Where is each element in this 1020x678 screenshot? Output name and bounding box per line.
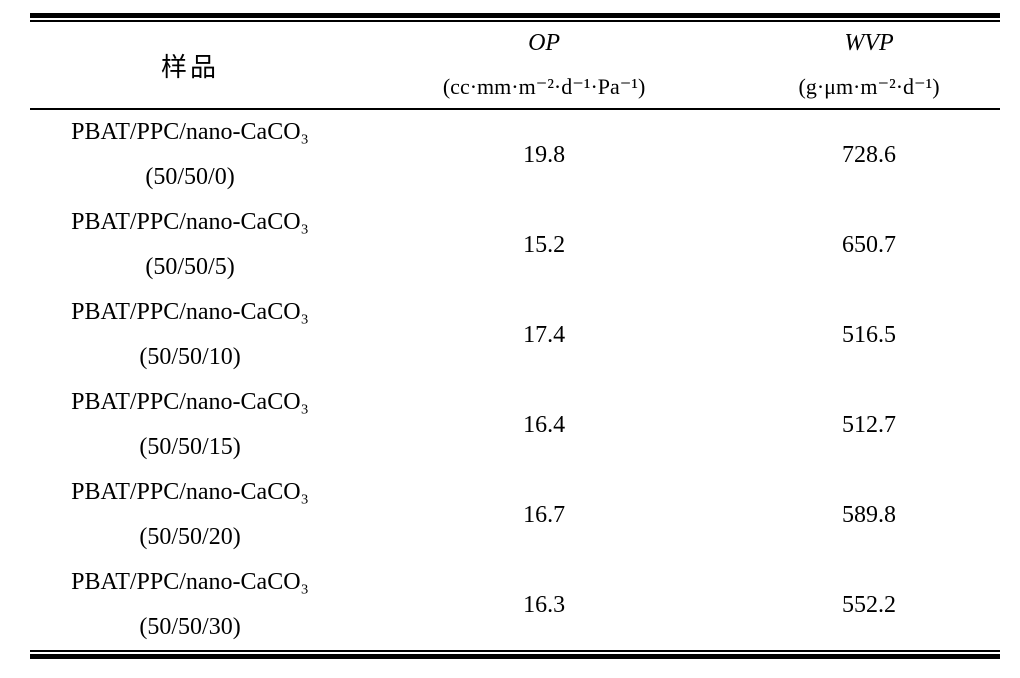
top-rule-thin-line — [30, 20, 1000, 22]
table-row: PBAT/PPC/nano-CaCO₃ (50/50/20) 16.7 589.… — [30, 470, 1000, 560]
wvp-header-label: WVP — [844, 30, 894, 56]
wvp-header-unit: (g·μm·m⁻²·d⁻¹) — [798, 74, 940, 99]
wvp-value: 512.7 — [842, 411, 897, 438]
op-value: 17.4 — [523, 321, 566, 348]
op-value: 16.7 — [523, 501, 566, 528]
op-header-unit: (cc·mm·m⁻²·d⁻¹·Pa⁻¹) — [442, 74, 646, 99]
data-table: 样品 OP (cc·mm·m⁻²·d⁻¹·Pa⁻¹) WVP (g·μm·m⁻²… — [30, 22, 1000, 650]
bottom-rule-thin-line — [30, 650, 1000, 652]
sample-cell: PBAT/PPC/nano-CaCO₃ (50/50/15) — [30, 380, 350, 470]
sample-cell: PBAT/PPC/nano-CaCO₃ (50/50/20) — [30, 470, 350, 560]
op-value: 16.4 — [523, 411, 566, 438]
column-header-sample: 样品 — [30, 22, 351, 110]
sample-header-label: 样品 — [161, 52, 220, 82]
permeability-table: 样品 OP (cc·mm·m⁻²·d⁻¹·Pa⁻¹) WVP (g·μm·m⁻²… — [30, 13, 1000, 659]
header-row: 样品 OP (cc·mm·m⁻²·d⁻¹·Pa⁻¹) WVP (g·μm·m⁻²… — [30, 22, 1000, 110]
sample-name: PBAT/PPC/nano-CaCO₃ — [71, 209, 309, 235]
table-bottom-rule — [30, 650, 1000, 659]
table-row: PBAT/PPC/nano-CaCO₃ (50/50/0) 19.8 728.6 — [30, 109, 1000, 200]
op-value: 19.8 — [523, 141, 566, 168]
sample-ratio: (50/50/0) — [145, 164, 235, 190]
sample-name: PBAT/PPC/nano-CaCO₃ — [71, 479, 309, 505]
sample-name: PBAT/PPC/nano-CaCO₃ — [71, 299, 309, 325]
sample-name: PBAT/PPC/nano-CaCO₃ — [71, 389, 309, 415]
table-row: PBAT/PPC/nano-CaCO₃ (50/50/10) 17.4 516.… — [30, 290, 1000, 380]
table-row: PBAT/PPC/nano-CaCO₃ (50/50/15) 16.4 512.… — [30, 380, 1000, 470]
op-header-label: OP — [528, 30, 561, 56]
wvp-value: 516.5 — [842, 321, 897, 348]
top-rule-thick-line — [30, 13, 1000, 18]
sample-cell: PBAT/PPC/nano-CaCO₃ (50/50/10) — [30, 290, 350, 380]
wvp-value: 552.2 — [842, 591, 897, 618]
wvp-value: 650.7 — [842, 231, 897, 258]
table-row: PBAT/PPC/nano-CaCO₃ (50/50/30) 16.3 552.… — [30, 560, 1000, 650]
column-header-op: OP (cc·mm·m⁻²·d⁻¹·Pa⁻¹) — [350, 22, 739, 110]
wvp-value: 728.6 — [842, 141, 897, 168]
sample-ratio: (50/50/30) — [139, 614, 241, 640]
wvp-value: 589.8 — [842, 501, 897, 528]
bottom-rule-thick-line — [30, 654, 1000, 659]
sample-cell: PBAT/PPC/nano-CaCO₃ (50/50/0) — [30, 109, 350, 200]
sample-ratio: (50/50/20) — [139, 524, 241, 550]
sample-cell: PBAT/PPC/nano-CaCO₃ (50/50/5) — [30, 200, 350, 290]
op-value: 15.2 — [523, 231, 566, 258]
sample-ratio: (50/50/5) — [145, 254, 235, 280]
sample-name: PBAT/PPC/nano-CaCO₃ — [71, 119, 309, 145]
sample-ratio: (50/50/15) — [139, 434, 241, 460]
sample-cell: PBAT/PPC/nano-CaCO₃ (50/50/30) — [30, 560, 350, 650]
op-value: 16.3 — [523, 591, 566, 618]
table-top-rule — [30, 13, 1000, 22]
table-row: PBAT/PPC/nano-CaCO₃ (50/50/5) 15.2 650.7 — [30, 200, 1000, 290]
sample-ratio: (50/50/10) — [139, 344, 241, 370]
sample-name: PBAT/PPC/nano-CaCO₃ — [71, 569, 309, 595]
column-header-wvp: WVP (g·μm·m⁻²·d⁻¹) — [738, 22, 1000, 110]
